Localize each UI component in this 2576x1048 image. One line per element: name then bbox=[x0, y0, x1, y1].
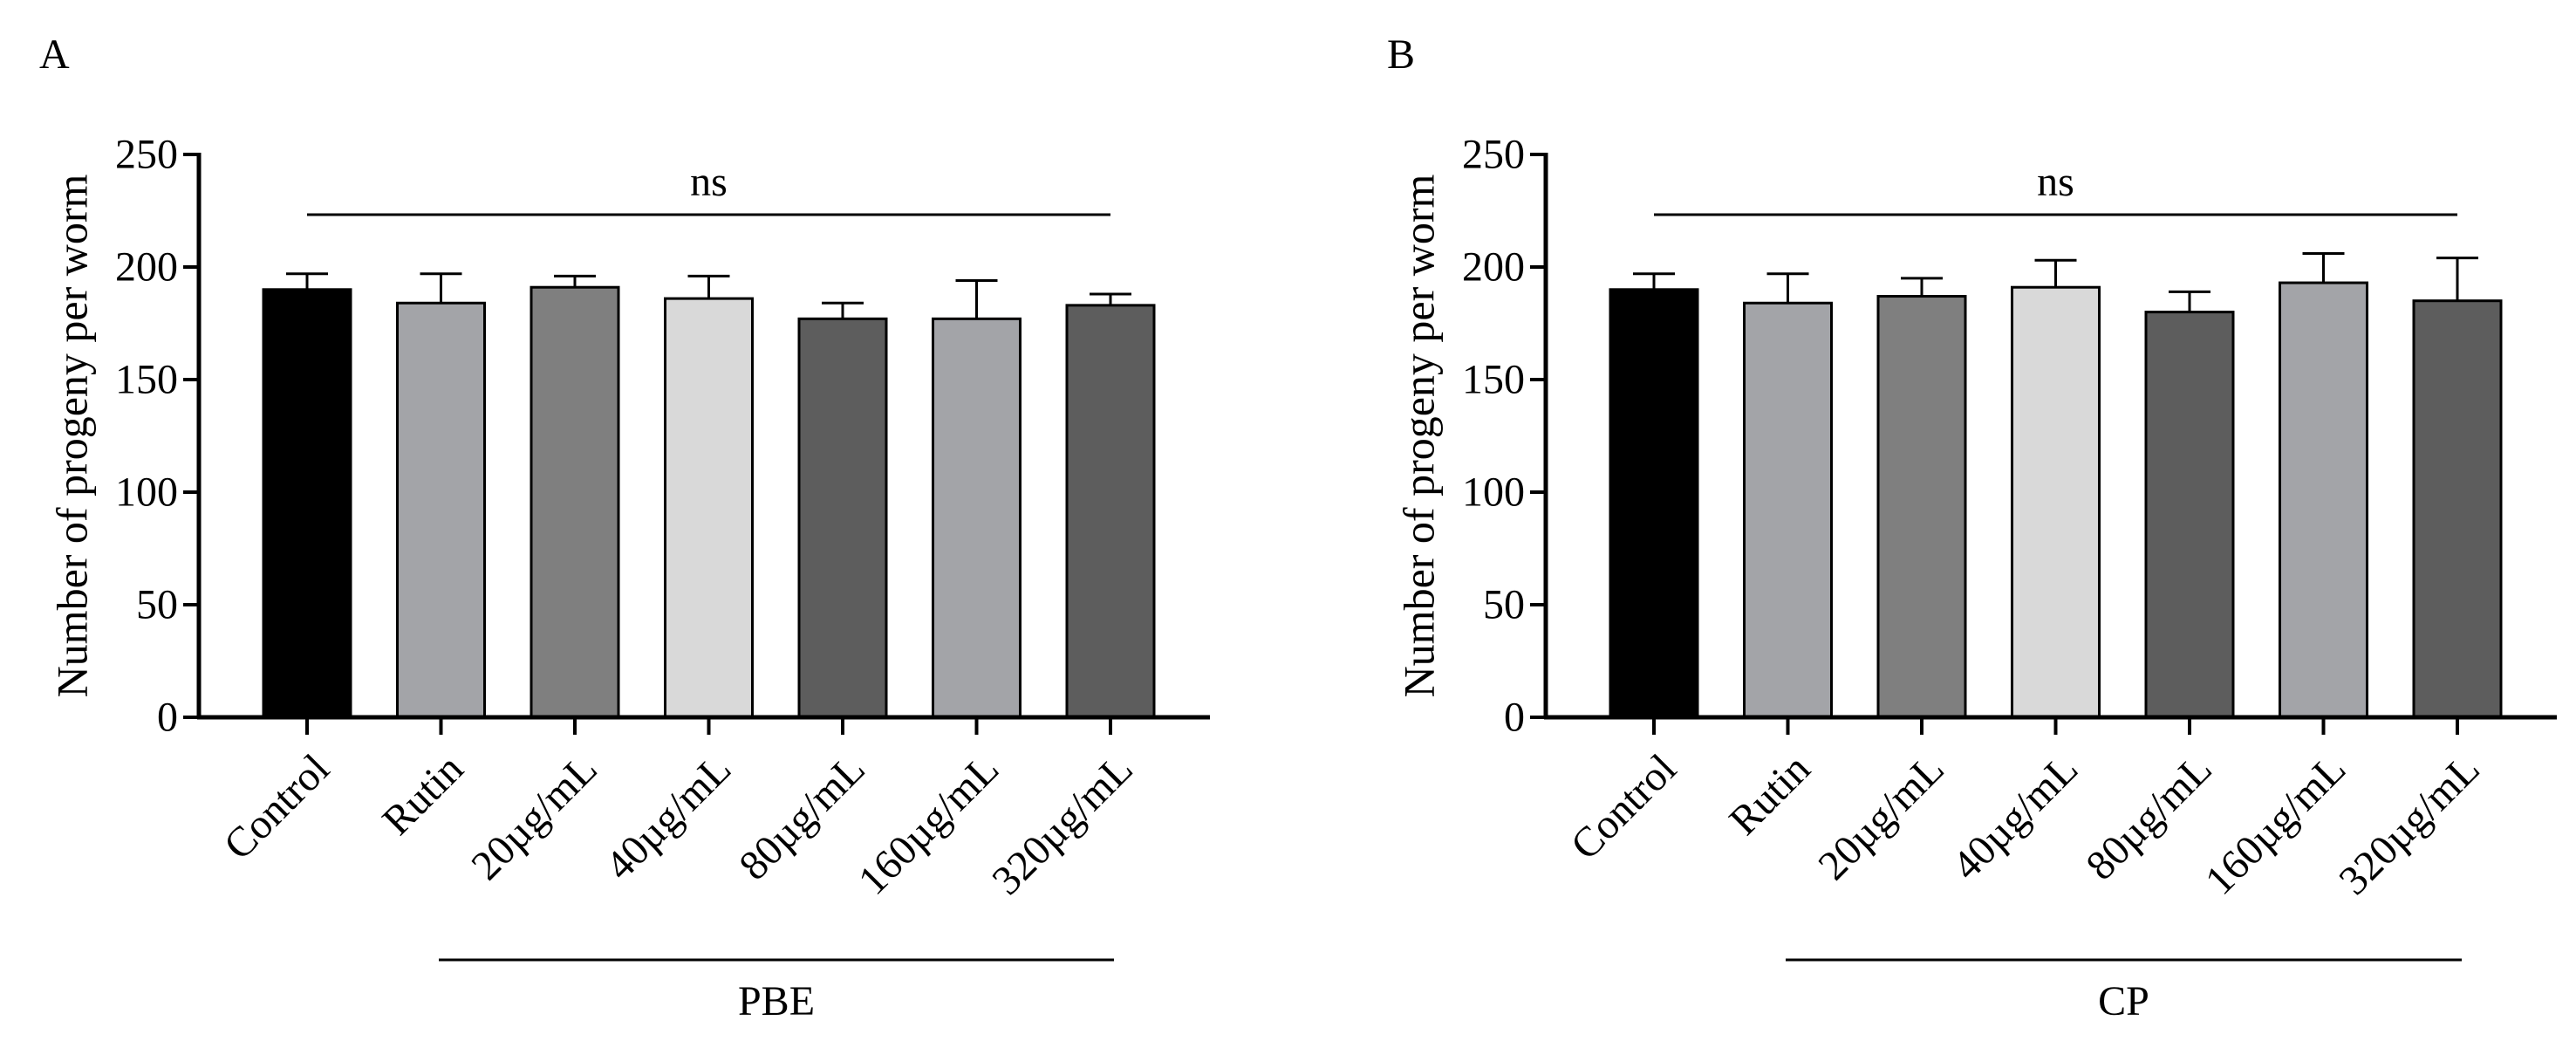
bar-3 bbox=[1876, 295, 1967, 719]
bar-3 bbox=[530, 285, 620, 719]
y-tick-label: 0 bbox=[1504, 695, 1525, 741]
y-tick-label: 150 bbox=[1462, 357, 1525, 403]
panel-label: B bbox=[1387, 31, 1415, 78]
chart-panel-a: A Number of progeny per worm 0 50 100 150 200 2… bbox=[39, 31, 1210, 1024]
group-label: CP bbox=[2098, 978, 2149, 1024]
x-tick-label: 20µg/mL bbox=[1809, 745, 1953, 889]
bar-1 bbox=[1609, 288, 1699, 719]
bar-7 bbox=[1065, 304, 1156, 719]
bar-1 bbox=[262, 288, 352, 719]
x-tick-label: 320µg/mL bbox=[983, 745, 1141, 903]
y-tick-label: 50 bbox=[136, 582, 178, 628]
bar-6 bbox=[932, 317, 1022, 719]
bar-6 bbox=[2279, 281, 2368, 719]
y-tick-label: 250 bbox=[1462, 132, 1525, 178]
y-tick-label: 100 bbox=[1462, 469, 1525, 516]
bar-2 bbox=[1743, 301, 1833, 719]
x-tick-label: Control bbox=[215, 745, 338, 868]
y-tick-label: 50 bbox=[1483, 582, 1525, 628]
significance-label: ns bbox=[2037, 159, 2074, 205]
x-tick-label: Rutin bbox=[373, 745, 472, 844]
y-axis-title: Number of progeny per worm bbox=[1394, 174, 1443, 697]
x-tick-label: 40µg/mL bbox=[597, 745, 741, 889]
y-tick-label: 200 bbox=[1462, 244, 1525, 291]
y-axis-title: Number of progeny per worm bbox=[47, 174, 96, 697]
bar-4 bbox=[2011, 285, 2101, 719]
x-tick-label: 40µg/mL bbox=[1944, 745, 2087, 889]
x-tick-label: 320µg/mL bbox=[2330, 745, 2488, 903]
bar-4 bbox=[664, 297, 754, 719]
x-tick-label: Rutin bbox=[1720, 745, 1819, 844]
bar-5 bbox=[797, 317, 888, 719]
y-tick-label: 0 bbox=[157, 695, 178, 741]
bar-5 bbox=[2144, 311, 2235, 719]
panel-label: A bbox=[39, 31, 70, 78]
x-tick-label: 20µg/mL bbox=[462, 745, 606, 889]
x-tick-label: 160µg/mL bbox=[850, 745, 1008, 903]
bar-7 bbox=[2412, 299, 2503, 719]
group-label: PBE bbox=[738, 978, 815, 1024]
x-tick-label: 160µg/mL bbox=[2197, 745, 2354, 903]
y-tick-label: 250 bbox=[115, 132, 178, 178]
x-tick-label: Control bbox=[1562, 745, 1685, 868]
y-tick-label: 100 bbox=[115, 469, 178, 516]
y-tick-label: 200 bbox=[115, 244, 178, 291]
significance-label: ns bbox=[690, 159, 728, 205]
y-tick-label: 150 bbox=[115, 357, 178, 403]
chart-panel-b: B Number of progeny per worm 0 50 100 150 200 2… bbox=[1387, 31, 2557, 1024]
bar-2 bbox=[396, 301, 486, 719]
